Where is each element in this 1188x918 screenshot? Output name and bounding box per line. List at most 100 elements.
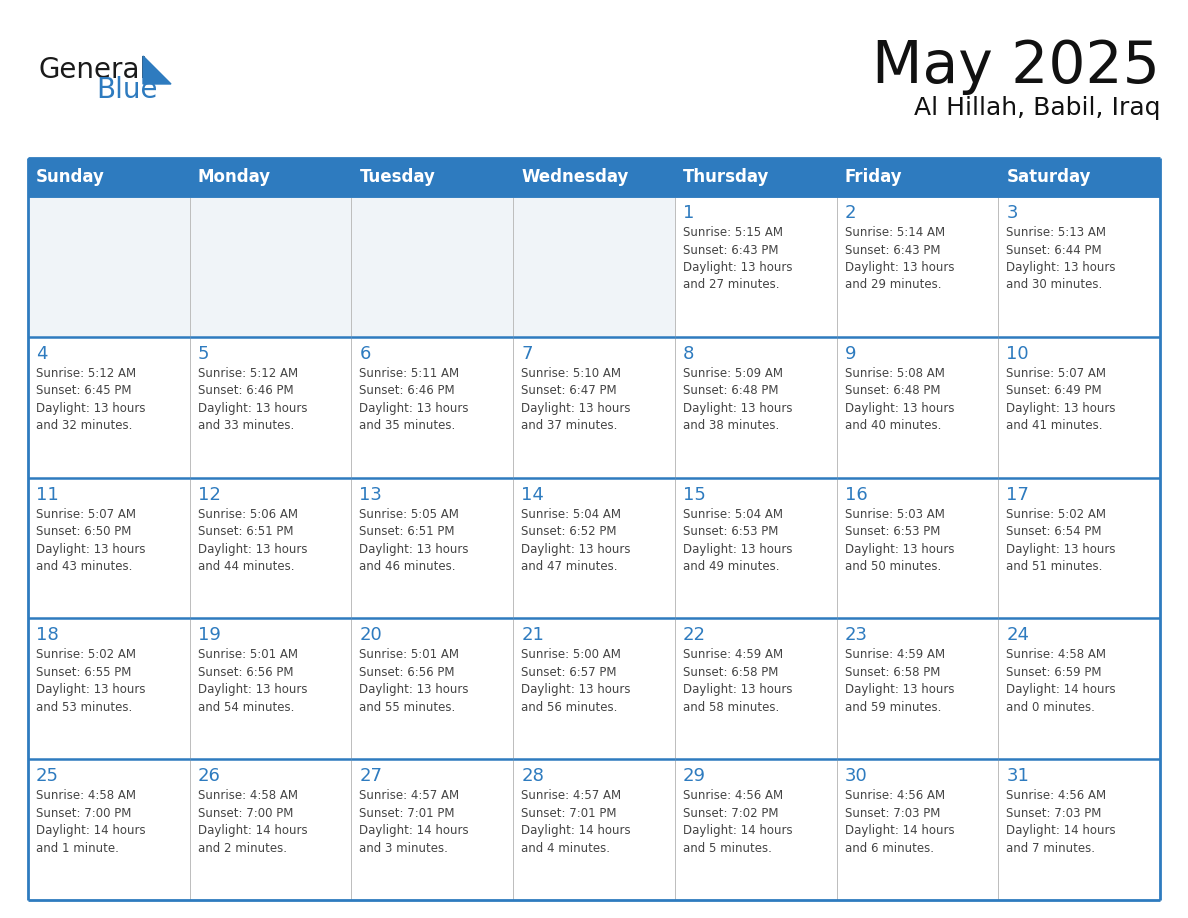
Text: Sunrise: 5:08 AM
Sunset: 6:48 PM
Daylight: 13 hours
and 40 minutes.: Sunrise: 5:08 AM Sunset: 6:48 PM Dayligh… xyxy=(845,367,954,432)
Bar xyxy=(836,158,998,196)
Text: Sunrise: 4:56 AM
Sunset: 7:03 PM
Daylight: 14 hours
and 7 minutes.: Sunrise: 4:56 AM Sunset: 7:03 PM Dayligh… xyxy=(1006,789,1116,855)
Text: General: General xyxy=(38,56,147,84)
Bar xyxy=(352,158,513,196)
Bar xyxy=(513,759,675,900)
Bar xyxy=(675,337,836,477)
Bar xyxy=(190,477,352,619)
Text: 27: 27 xyxy=(360,767,383,785)
Text: 15: 15 xyxy=(683,486,706,504)
Text: 18: 18 xyxy=(36,626,58,644)
Text: Sunrise: 5:10 AM
Sunset: 6:47 PM
Daylight: 13 hours
and 37 minutes.: Sunrise: 5:10 AM Sunset: 6:47 PM Dayligh… xyxy=(522,367,631,432)
Text: Sunrise: 4:59 AM
Sunset: 6:58 PM
Daylight: 13 hours
and 58 minutes.: Sunrise: 4:59 AM Sunset: 6:58 PM Dayligh… xyxy=(683,648,792,714)
Bar xyxy=(513,158,675,196)
Text: 4: 4 xyxy=(36,345,48,363)
Text: Sunrise: 5:06 AM
Sunset: 6:51 PM
Daylight: 13 hours
and 44 minutes.: Sunrise: 5:06 AM Sunset: 6:51 PM Dayligh… xyxy=(197,508,308,573)
Bar xyxy=(190,196,352,337)
Text: Sunrise: 5:07 AM
Sunset: 6:49 PM
Daylight: 13 hours
and 41 minutes.: Sunrise: 5:07 AM Sunset: 6:49 PM Dayligh… xyxy=(1006,367,1116,432)
Text: 19: 19 xyxy=(197,626,221,644)
Text: 1: 1 xyxy=(683,204,694,222)
Text: 26: 26 xyxy=(197,767,221,785)
Text: Sunrise: 4:56 AM
Sunset: 7:02 PM
Daylight: 14 hours
and 5 minutes.: Sunrise: 4:56 AM Sunset: 7:02 PM Dayligh… xyxy=(683,789,792,855)
Text: 17: 17 xyxy=(1006,486,1029,504)
Bar xyxy=(675,196,836,337)
Text: Sunday: Sunday xyxy=(36,168,105,186)
Text: Sunrise: 5:13 AM
Sunset: 6:44 PM
Daylight: 13 hours
and 30 minutes.: Sunrise: 5:13 AM Sunset: 6:44 PM Dayligh… xyxy=(1006,226,1116,292)
Bar xyxy=(836,759,998,900)
Text: 11: 11 xyxy=(36,486,58,504)
Text: May 2025: May 2025 xyxy=(872,38,1159,95)
Bar xyxy=(29,337,190,477)
Bar xyxy=(190,337,352,477)
Bar xyxy=(998,196,1159,337)
Bar xyxy=(998,158,1159,196)
Text: Monday: Monday xyxy=(197,168,271,186)
Bar xyxy=(998,337,1159,477)
Bar xyxy=(190,158,352,196)
Text: 12: 12 xyxy=(197,486,221,504)
Text: Sunrise: 5:01 AM
Sunset: 6:56 PM
Daylight: 13 hours
and 55 minutes.: Sunrise: 5:01 AM Sunset: 6:56 PM Dayligh… xyxy=(360,648,469,714)
Text: 3: 3 xyxy=(1006,204,1018,222)
Text: Sunrise: 5:02 AM
Sunset: 6:54 PM
Daylight: 13 hours
and 51 minutes.: Sunrise: 5:02 AM Sunset: 6:54 PM Dayligh… xyxy=(1006,508,1116,573)
Bar xyxy=(352,196,513,337)
Text: Sunrise: 5:14 AM
Sunset: 6:43 PM
Daylight: 13 hours
and 29 minutes.: Sunrise: 5:14 AM Sunset: 6:43 PM Dayligh… xyxy=(845,226,954,292)
Bar xyxy=(675,158,836,196)
Bar xyxy=(352,759,513,900)
Text: 2: 2 xyxy=(845,204,857,222)
Bar xyxy=(29,619,190,759)
Bar xyxy=(190,619,352,759)
Text: 14: 14 xyxy=(522,486,544,504)
Text: Sunrise: 5:12 AM
Sunset: 6:45 PM
Daylight: 13 hours
and 32 minutes.: Sunrise: 5:12 AM Sunset: 6:45 PM Dayligh… xyxy=(36,367,145,432)
Text: 24: 24 xyxy=(1006,626,1029,644)
Bar xyxy=(29,196,190,337)
Text: 9: 9 xyxy=(845,345,857,363)
Bar xyxy=(352,619,513,759)
Text: Sunrise: 4:57 AM
Sunset: 7:01 PM
Daylight: 14 hours
and 4 minutes.: Sunrise: 4:57 AM Sunset: 7:01 PM Dayligh… xyxy=(522,789,631,855)
Text: 22: 22 xyxy=(683,626,706,644)
Bar xyxy=(513,337,675,477)
Text: Sunrise: 5:15 AM
Sunset: 6:43 PM
Daylight: 13 hours
and 27 minutes.: Sunrise: 5:15 AM Sunset: 6:43 PM Dayligh… xyxy=(683,226,792,292)
Bar xyxy=(513,619,675,759)
Bar xyxy=(998,477,1159,619)
Bar xyxy=(513,477,675,619)
Text: Sunrise: 4:59 AM
Sunset: 6:58 PM
Daylight: 13 hours
and 59 minutes.: Sunrise: 4:59 AM Sunset: 6:58 PM Dayligh… xyxy=(845,648,954,714)
Text: 7: 7 xyxy=(522,345,532,363)
Text: Sunrise: 5:09 AM
Sunset: 6:48 PM
Daylight: 13 hours
and 38 minutes.: Sunrise: 5:09 AM Sunset: 6:48 PM Dayligh… xyxy=(683,367,792,432)
Text: Sunrise: 5:05 AM
Sunset: 6:51 PM
Daylight: 13 hours
and 46 minutes.: Sunrise: 5:05 AM Sunset: 6:51 PM Dayligh… xyxy=(360,508,469,573)
Text: Sunrise: 5:12 AM
Sunset: 6:46 PM
Daylight: 13 hours
and 33 minutes.: Sunrise: 5:12 AM Sunset: 6:46 PM Dayligh… xyxy=(197,367,308,432)
Text: Friday: Friday xyxy=(845,168,902,186)
Text: 13: 13 xyxy=(360,486,383,504)
Text: Sunrise: 4:56 AM
Sunset: 7:03 PM
Daylight: 14 hours
and 6 minutes.: Sunrise: 4:56 AM Sunset: 7:03 PM Dayligh… xyxy=(845,789,954,855)
Text: Sunrise: 4:58 AM
Sunset: 7:00 PM
Daylight: 14 hours
and 1 minute.: Sunrise: 4:58 AM Sunset: 7:00 PM Dayligh… xyxy=(36,789,146,855)
Text: 16: 16 xyxy=(845,486,867,504)
Text: 29: 29 xyxy=(683,767,706,785)
Text: Tuesday: Tuesday xyxy=(360,168,435,186)
Text: 30: 30 xyxy=(845,767,867,785)
Bar xyxy=(190,759,352,900)
Text: 6: 6 xyxy=(360,345,371,363)
Text: 8: 8 xyxy=(683,345,694,363)
Text: Saturday: Saturday xyxy=(1006,168,1091,186)
Text: Sunrise: 4:57 AM
Sunset: 7:01 PM
Daylight: 14 hours
and 3 minutes.: Sunrise: 4:57 AM Sunset: 7:01 PM Dayligh… xyxy=(360,789,469,855)
Polygon shape xyxy=(143,56,171,84)
Text: Thursday: Thursday xyxy=(683,168,770,186)
Text: Sunrise: 5:11 AM
Sunset: 6:46 PM
Daylight: 13 hours
and 35 minutes.: Sunrise: 5:11 AM Sunset: 6:46 PM Dayligh… xyxy=(360,367,469,432)
Text: Blue: Blue xyxy=(96,76,158,104)
Text: Sunrise: 5:04 AM
Sunset: 6:52 PM
Daylight: 13 hours
and 47 minutes.: Sunrise: 5:04 AM Sunset: 6:52 PM Dayligh… xyxy=(522,508,631,573)
Text: Sunrise: 5:04 AM
Sunset: 6:53 PM
Daylight: 13 hours
and 49 minutes.: Sunrise: 5:04 AM Sunset: 6:53 PM Dayligh… xyxy=(683,508,792,573)
Text: 5: 5 xyxy=(197,345,209,363)
Bar xyxy=(352,477,513,619)
Bar xyxy=(836,337,998,477)
Bar xyxy=(352,337,513,477)
Text: 28: 28 xyxy=(522,767,544,785)
Bar xyxy=(836,196,998,337)
Text: Sunrise: 4:58 AM
Sunset: 6:59 PM
Daylight: 14 hours
and 0 minutes.: Sunrise: 4:58 AM Sunset: 6:59 PM Dayligh… xyxy=(1006,648,1116,714)
Text: Sunrise: 5:02 AM
Sunset: 6:55 PM
Daylight: 13 hours
and 53 minutes.: Sunrise: 5:02 AM Sunset: 6:55 PM Dayligh… xyxy=(36,648,145,714)
Text: Sunrise: 4:58 AM
Sunset: 7:00 PM
Daylight: 14 hours
and 2 minutes.: Sunrise: 4:58 AM Sunset: 7:00 PM Dayligh… xyxy=(197,789,308,855)
Bar xyxy=(29,158,190,196)
Bar xyxy=(513,196,675,337)
Bar xyxy=(675,759,836,900)
Text: 23: 23 xyxy=(845,626,867,644)
Bar xyxy=(836,619,998,759)
Text: Sunrise: 5:03 AM
Sunset: 6:53 PM
Daylight: 13 hours
and 50 minutes.: Sunrise: 5:03 AM Sunset: 6:53 PM Dayligh… xyxy=(845,508,954,573)
Text: Wednesday: Wednesday xyxy=(522,168,628,186)
